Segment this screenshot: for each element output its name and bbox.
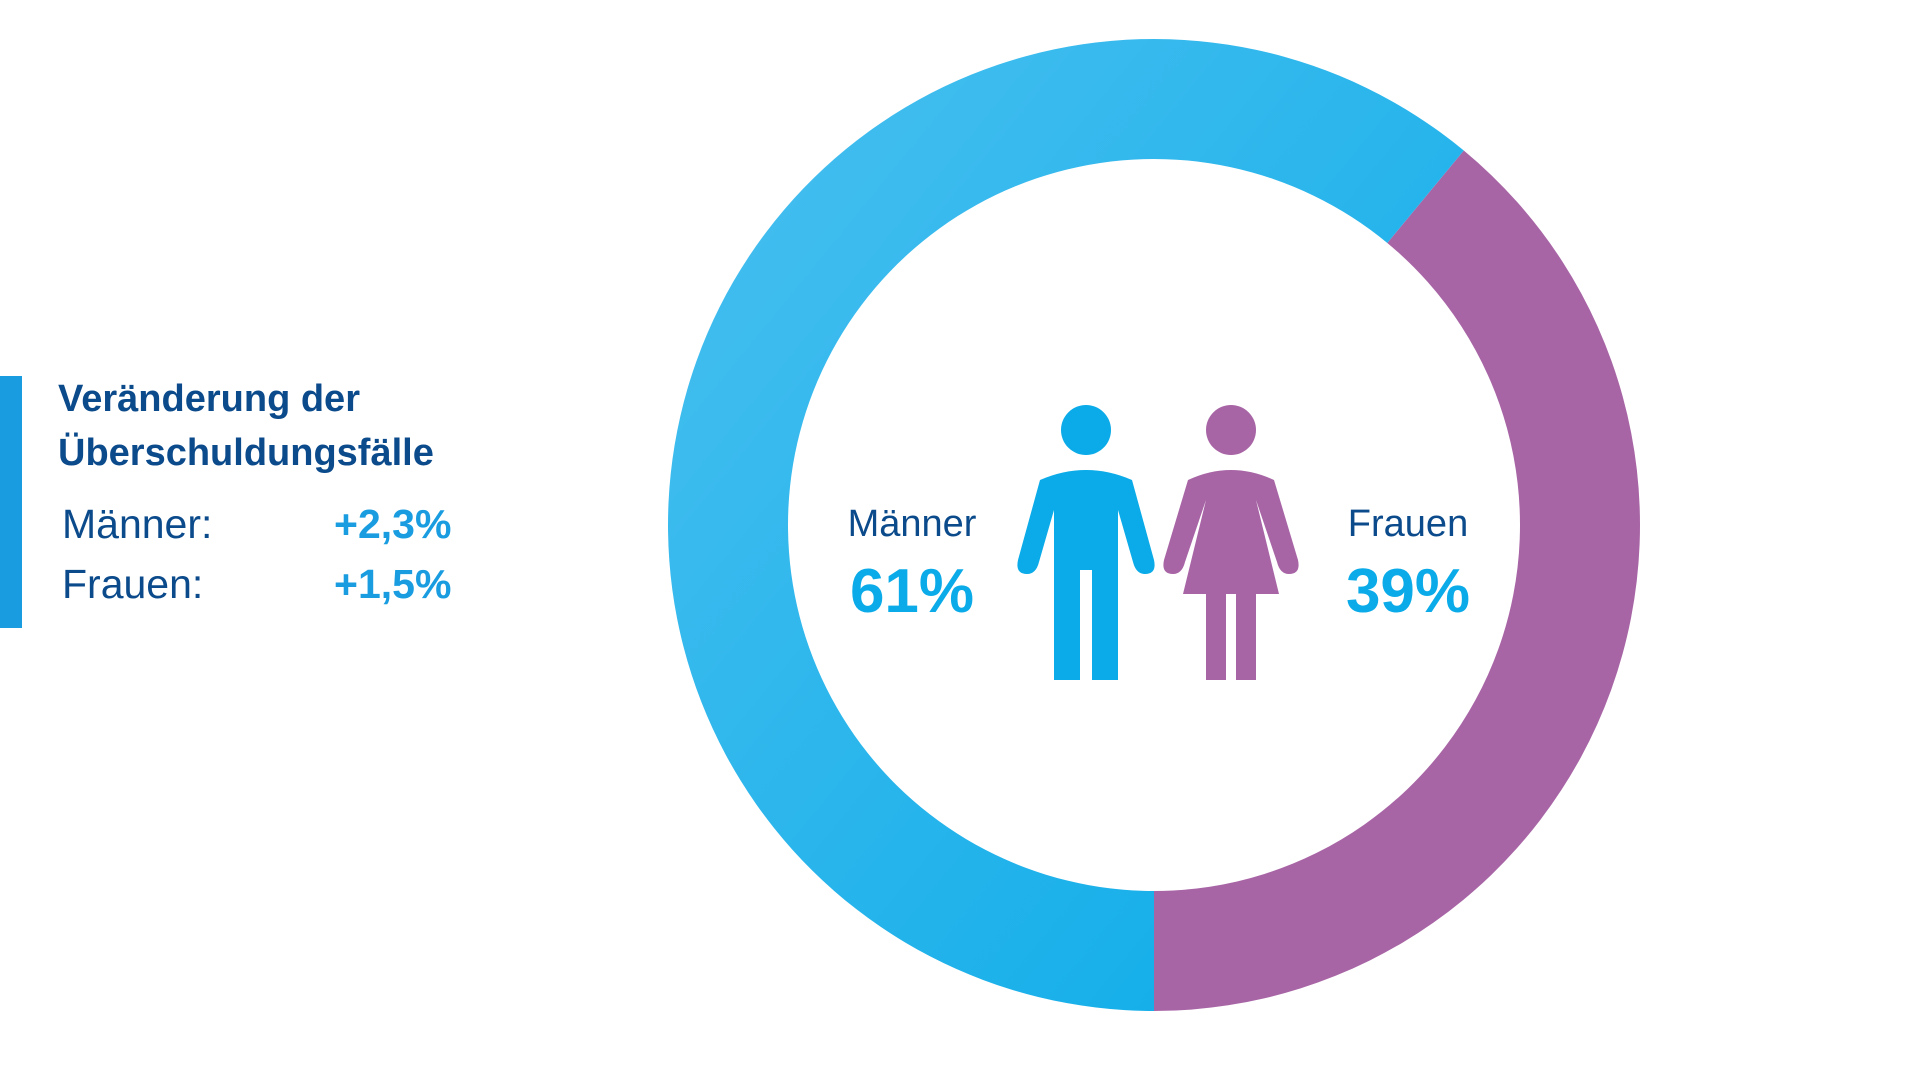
man-icon — [1017, 405, 1155, 680]
change-panel: Veränderung der Überschuldungsfälle Männ… — [58, 372, 518, 614]
donut-slice-men — [667, 38, 1464, 1012]
accent-bar — [0, 376, 22, 628]
donut-slice-women — [1154, 150, 1640, 1011]
woman-icon — [1163, 405, 1299, 680]
stat-label-men: Männer: — [62, 501, 213, 547]
stat-row-women: Frauen: +1,5% — [58, 554, 518, 614]
panel-title-line1: Veränderung der — [58, 378, 360, 420]
stat-value-men: +2,3% — [334, 501, 452, 547]
stat-value-women: +1,5% — [334, 561, 452, 607]
stat-row-men: Männer: +2,3% — [58, 494, 518, 554]
panel-title-line2: Überschuldungsfälle — [58, 432, 434, 474]
stat-label-women: Frauen: — [62, 561, 204, 607]
slice-value-men: 61% — [850, 557, 974, 626]
slice-label-women: Frauen — [1348, 503, 1468, 545]
slice-label-men: Männer — [848, 503, 977, 545]
slice-value-women: 39% — [1346, 557, 1470, 626]
panel-title: Veränderung der Überschuldungsfälle — [58, 372, 518, 480]
slices-layer — [667, 38, 1640, 1012]
